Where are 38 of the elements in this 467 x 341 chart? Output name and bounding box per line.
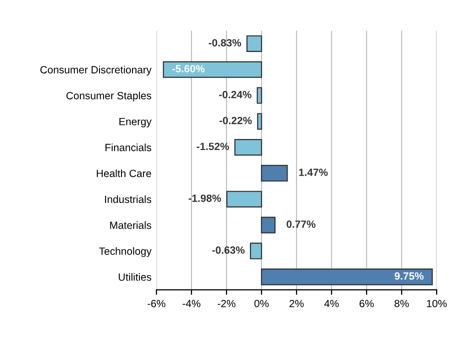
x-tick-label: 6% [360, 300, 374, 308]
data-label: 9.75% [394, 272, 424, 280]
x-tick-label: -2% [218, 300, 236, 308]
bar [162, 61, 262, 78]
bar [246, 35, 262, 52]
x-tick-label: -6% [148, 300, 166, 308]
y-tick-label: Industrials [105, 195, 152, 204]
bar [226, 190, 262, 208]
bar [256, 87, 262, 104]
x-tick-label: -4% [182, 300, 200, 308]
data-label: -0.24% [219, 90, 252, 98]
x-tick-label: 10% [427, 300, 447, 308]
data-label: -0.63% [212, 246, 245, 254]
data-label: -1.52% [196, 142, 230, 150]
bar [257, 113, 262, 130]
bar [260, 164, 288, 182]
x-tick-label: 8% [394, 300, 409, 308]
y-tick-label: Utilities [118, 273, 152, 281]
y-tick-label: Consumer Staples [66, 92, 152, 102]
data-label: -5.60% [172, 64, 205, 72]
y-tick-label: Consumer Discretionary [40, 66, 152, 76]
y-tick-label: Health Care [96, 169, 152, 178]
data-label: 0.77% [286, 220, 316, 228]
y-tick-label: Materials [110, 221, 152, 229]
data-label: -1.98% [188, 194, 221, 202]
x-tick-label: 2% [290, 300, 304, 308]
bar [250, 242, 262, 260]
bar [260, 216, 276, 234]
y-tick-label: Financials [106, 144, 152, 152]
bar [260, 268, 433, 286]
y-tick-label: Technology [99, 247, 152, 257]
data-label: 1.47% [299, 168, 328, 176]
data-label: -0.22% [219, 116, 252, 124]
data-label: -0.83% [208, 39, 242, 46]
bar [234, 138, 262, 156]
x-tick-label: 4% [324, 300, 339, 308]
y-tick-label: Energy [119, 118, 152, 128]
x-tick-label: 0% [254, 300, 269, 308]
